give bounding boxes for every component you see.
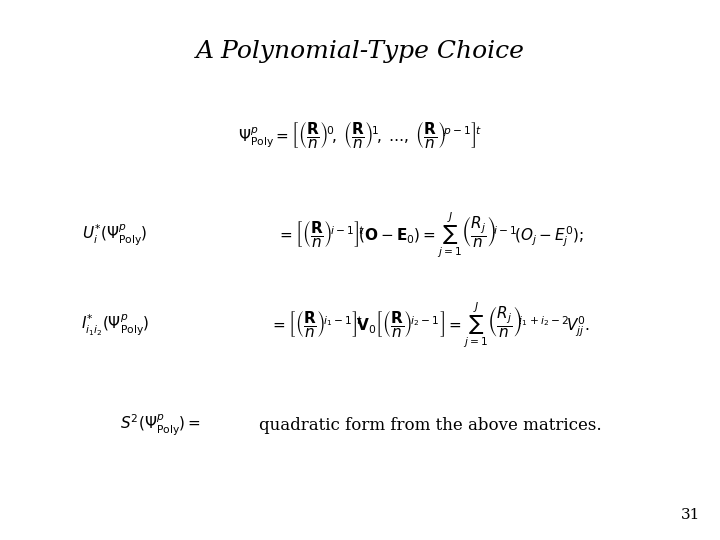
Text: $= \left[\left(\dfrac{\mathbf{R}}{n}\right)^{\!i-1}\right]^{\!t}\!\!({\bf O} - {: $= \left[\left(\dfrac{\mathbf{R}}{n}\rig… [276,210,583,260]
Text: $U^{*}_{i}(\Psi^p_{\rm Poly})$: $U^{*}_{i}(\Psi^p_{\rm Poly})$ [82,222,148,247]
Text: A Polynomial-Type Choice: A Polynomial-Type Choice [196,40,524,63]
Text: $= \left[\left(\dfrac{\mathbf{R}}{n}\right)^{\!i_1-1}\right]^{\!t}\!\!{\bf V}_0\: $= \left[\left(\dfrac{\mathbf{R}}{n}\rig… [270,300,590,350]
Text: $I^{*}_{i_1 i_2}(\Psi^p_{\rm Poly})$: $I^{*}_{i_1 i_2}(\Psi^p_{\rm Poly})$ [81,313,149,338]
Text: $S^2(\Psi^p_{\rm Poly}) =$: $S^2(\Psi^p_{\rm Poly}) =$ [120,413,200,437]
Text: 31: 31 [680,508,700,522]
Text: $\Psi^p_{\rm Poly} = \left[\left(\dfrac{\mathbf{R}}{n}\right)^{\!0}\!,\; \left(\: $\Psi^p_{\rm Poly} = \left[\left(\dfrac{… [238,120,482,150]
Text: quadratic form from the above matrices.: quadratic form from the above matrices. [258,416,601,434]
